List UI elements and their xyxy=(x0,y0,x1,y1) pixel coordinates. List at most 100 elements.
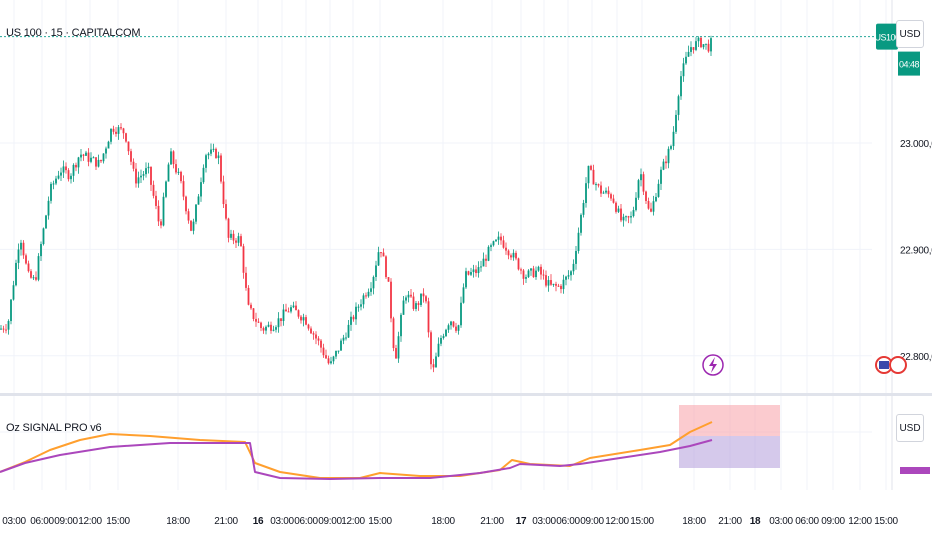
candle-body xyxy=(327,358,330,364)
candle-body xyxy=(87,152,90,162)
candle-body xyxy=(457,325,460,331)
candle-body xyxy=(232,233,235,241)
candle-body xyxy=(290,307,292,312)
candle-body xyxy=(145,168,147,175)
time-tick-label: 17 xyxy=(516,516,527,527)
candle-body xyxy=(500,236,502,241)
time-tick-label: 21:00 xyxy=(214,516,238,527)
us-flag-icon xyxy=(889,356,907,374)
candle-body xyxy=(525,277,527,279)
candle-body xyxy=(305,317,307,325)
candle-body xyxy=(552,283,555,285)
indicator-title[interactable]: Oz SIGNAL PRO v6 xyxy=(6,422,102,434)
candle-body xyxy=(655,196,657,202)
candle-body xyxy=(515,252,517,259)
candle-body xyxy=(300,316,302,321)
price-currency-label[interactable]: USD xyxy=(896,20,924,48)
candle-body xyxy=(100,159,102,162)
candle-body xyxy=(332,356,335,362)
candle-body xyxy=(442,336,445,339)
pane-separator[interactable] xyxy=(0,393,932,396)
candle-body xyxy=(690,47,692,52)
candle-body xyxy=(650,208,652,212)
candle-body xyxy=(250,304,252,309)
candle-body xyxy=(17,249,20,263)
time-tick-label: 03:00 xyxy=(532,516,556,527)
candle-body xyxy=(370,288,372,292)
candle-body xyxy=(122,128,125,134)
candle-body xyxy=(502,240,505,248)
candle-body xyxy=(252,308,255,319)
time-tick-label: 21:00 xyxy=(718,516,742,527)
time-tick-label: 06:00 xyxy=(294,516,318,527)
candle-body xyxy=(550,280,552,285)
candle-body xyxy=(452,321,455,327)
candle-body xyxy=(200,182,202,197)
candle-body xyxy=(432,364,435,368)
candle-body xyxy=(697,37,700,42)
candle-body xyxy=(585,183,587,203)
candle-body xyxy=(272,329,275,331)
candle-body xyxy=(422,293,425,297)
candle-body xyxy=(455,326,457,331)
candle-body xyxy=(60,172,62,176)
candle-body xyxy=(630,216,632,218)
symbol-title[interactable]: US 100 · 15 · CAPITALCOM xyxy=(6,27,141,39)
time-tick-label: 18:00 xyxy=(431,516,455,527)
candle-body xyxy=(172,151,175,165)
candle-body xyxy=(492,241,495,246)
candle-body xyxy=(705,43,707,45)
candle-body xyxy=(315,334,317,339)
candle-body xyxy=(570,271,572,276)
candle-body xyxy=(382,252,385,257)
time-tick-label: 09:00 xyxy=(54,516,78,527)
candle-body xyxy=(75,164,77,168)
candle-body xyxy=(545,275,547,286)
time-tick-label: 09:00 xyxy=(580,516,604,527)
candle-body xyxy=(2,328,5,330)
candle-body xyxy=(642,174,645,192)
candle-body xyxy=(610,194,612,199)
candle-body xyxy=(505,247,507,251)
candle-body xyxy=(142,174,145,176)
candle-body xyxy=(597,184,600,186)
candle-body xyxy=(695,41,697,50)
candle-body xyxy=(467,271,470,275)
candle-body xyxy=(567,275,570,277)
candle-body xyxy=(600,185,602,194)
time-tick-label: 03:00 xyxy=(270,516,294,527)
candle-body xyxy=(475,269,477,274)
candle-body xyxy=(322,347,325,356)
candle-body xyxy=(342,337,345,341)
candle-body xyxy=(692,47,695,50)
candle-body xyxy=(427,301,430,333)
candle-body xyxy=(282,309,285,322)
candle-body xyxy=(542,274,545,276)
candle-body xyxy=(77,157,80,168)
candle-body xyxy=(602,192,605,194)
candle-body xyxy=(640,174,642,181)
candle-body xyxy=(420,293,422,305)
candle-body xyxy=(405,297,407,301)
candle-body xyxy=(312,333,315,335)
candle-body xyxy=(482,258,485,267)
candle-body xyxy=(390,281,392,319)
time-tick-label: 12:00 xyxy=(78,516,102,527)
candle-body xyxy=(375,265,377,277)
candle-body xyxy=(155,195,157,206)
candle-body xyxy=(37,256,40,280)
candle-body xyxy=(207,153,210,156)
candle-body xyxy=(340,340,342,351)
candle-body xyxy=(0,328,2,330)
time-tick-label: 06:00 xyxy=(30,516,54,527)
candle-body xyxy=(167,164,170,182)
indicator-currency-label[interactable]: USD xyxy=(896,414,924,442)
candle-body xyxy=(417,303,420,305)
candle-body xyxy=(112,128,115,132)
candle-body xyxy=(285,309,287,312)
candle-body xyxy=(222,181,225,205)
candle-body xyxy=(150,166,152,185)
time-tick-label: 06:00 xyxy=(795,516,819,527)
candle-body xyxy=(645,191,647,201)
